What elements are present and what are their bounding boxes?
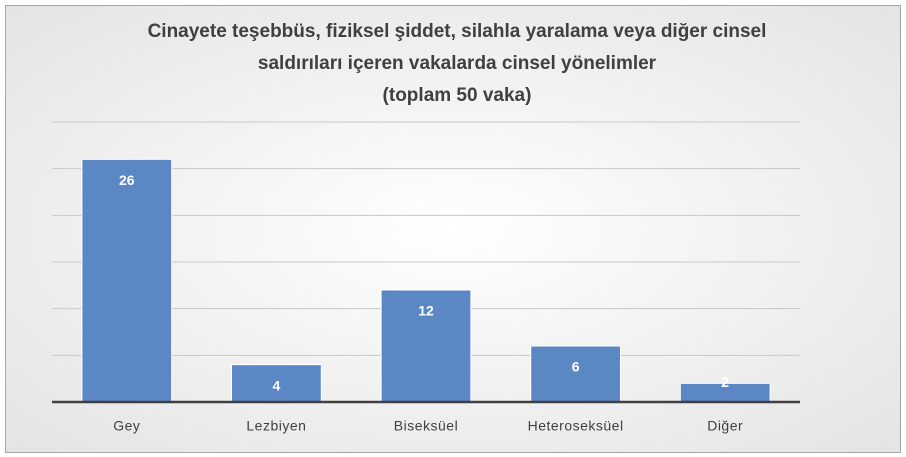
value-label: 6 (572, 359, 580, 375)
value-label: 26 (119, 172, 135, 188)
value-label: 2 (721, 374, 729, 390)
chart-title: Cinayete teşebbüs, fiziksel şiddet, sila… (148, 21, 767, 42)
chart-title: (toplam 50 vaka) (383, 85, 532, 106)
x-tick-label: Gey (113, 418, 140, 434)
bar (380, 289, 472, 403)
bar (530, 345, 621, 403)
x-tick-label: Heteroseksüel (528, 418, 624, 434)
chart-title: saldırıları içeren vakalarda cinsel yöne… (258, 53, 657, 74)
bar (81, 158, 173, 403)
x-tick-label: Biseksüel (394, 418, 458, 434)
bar (231, 364, 322, 403)
value-label: 12 (418, 303, 434, 319)
x-tick-label: Lezbiyen (246, 418, 306, 434)
x-tick-label: Diğer (707, 418, 743, 434)
value-label: 4 (273, 377, 281, 393)
